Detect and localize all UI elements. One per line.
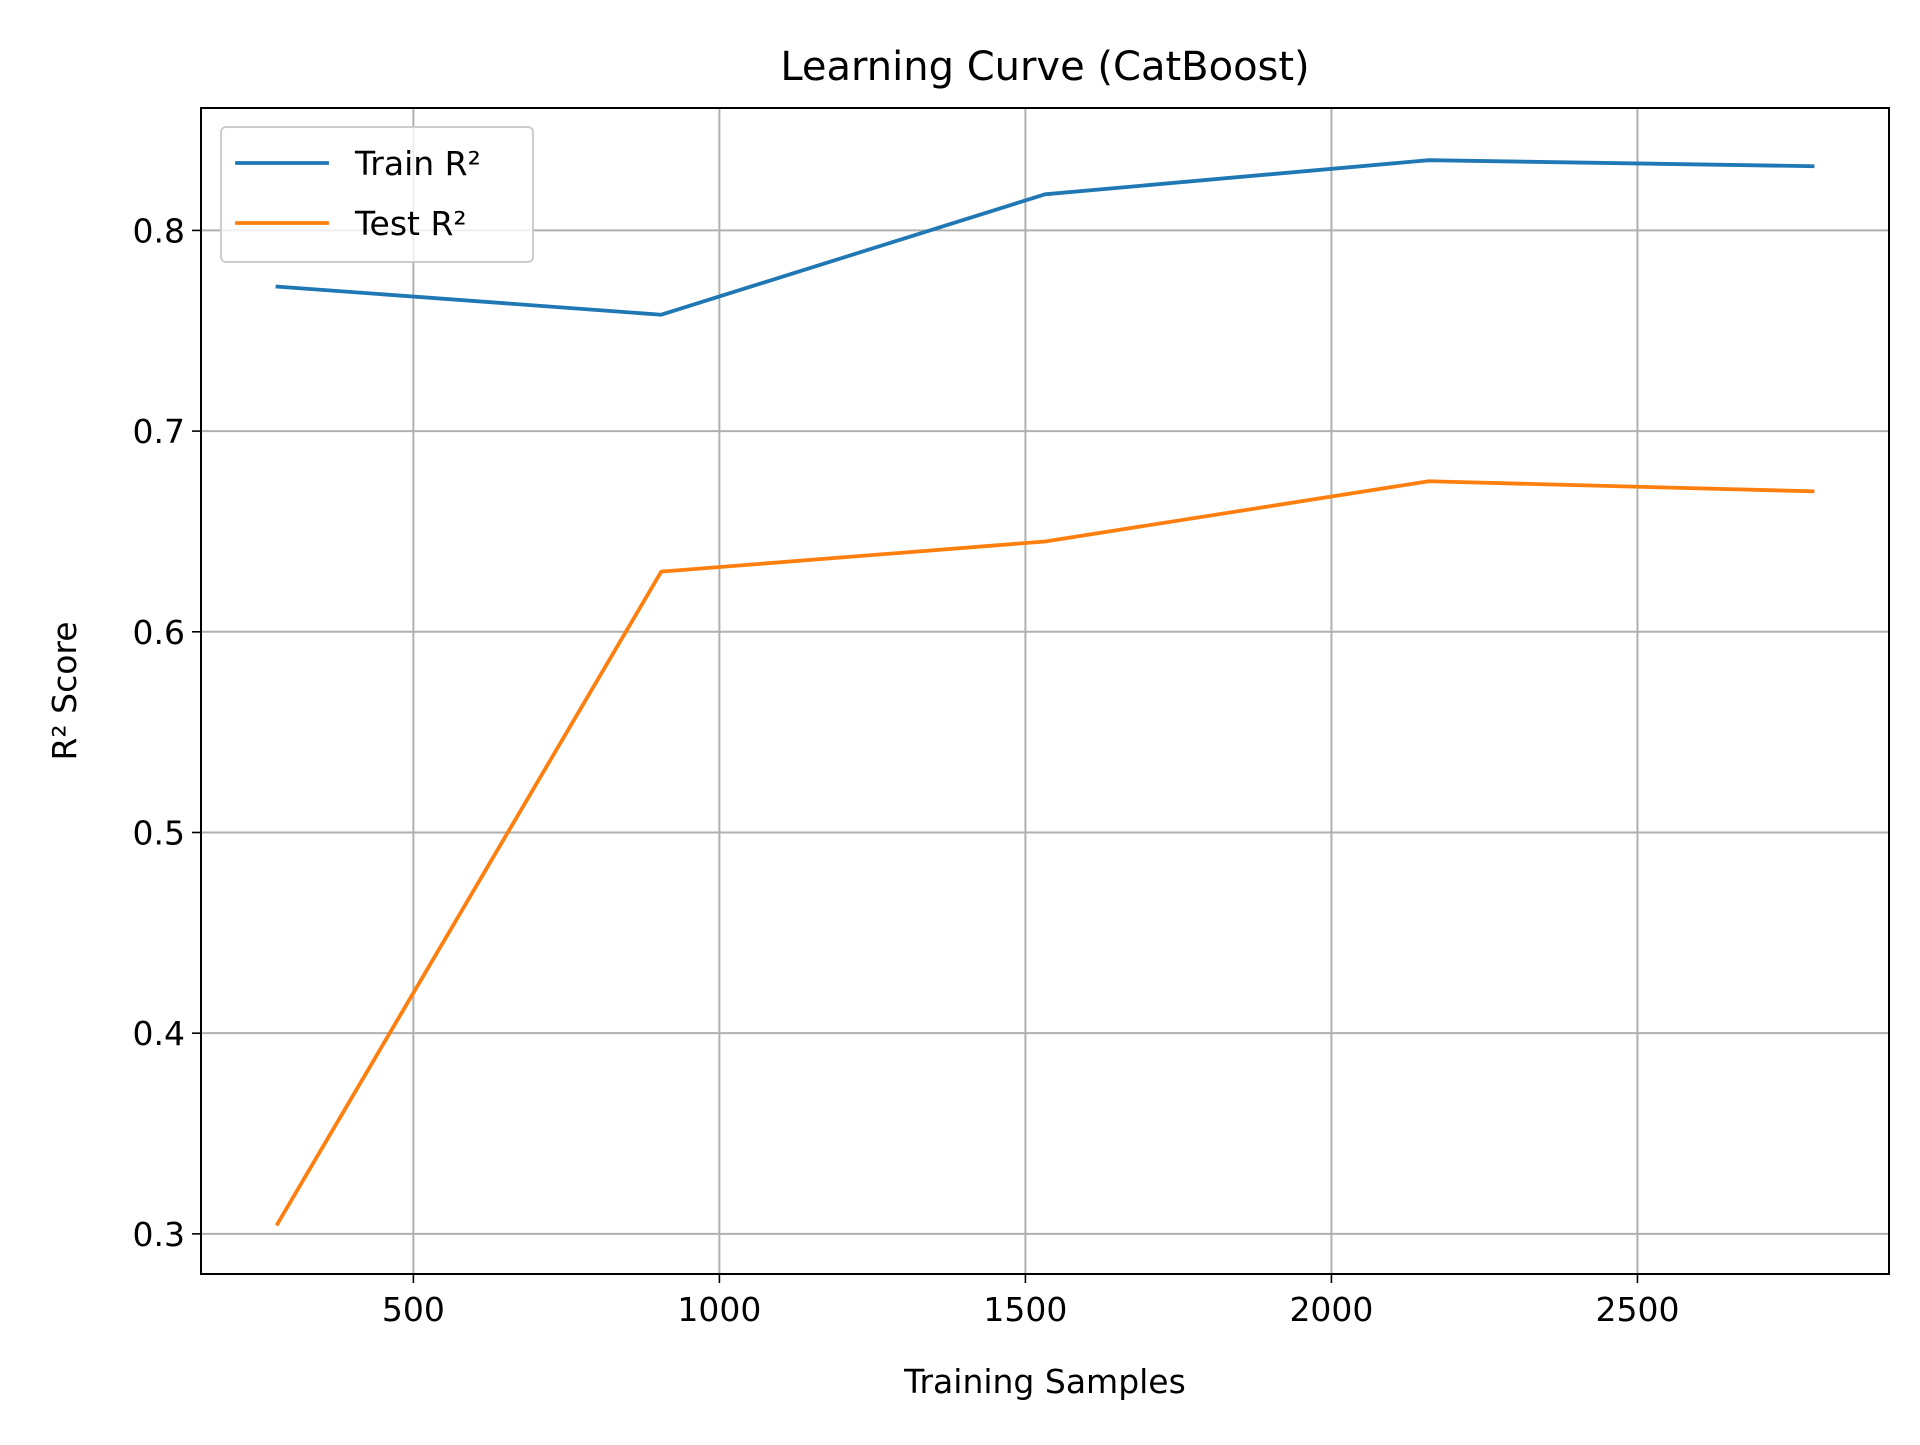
series-line-train xyxy=(275,158,1815,317)
data-series xyxy=(274,158,1815,1227)
legend: Train R² Test R² xyxy=(220,126,534,263)
y-tick-label: 0.6 xyxy=(133,613,185,652)
axis-ticks: 500 1000 1500 2000 2500 0.3 0.4 0.5 0.6 0.7 0.8 xyxy=(133,211,1680,1329)
y-tick-label: 0.4 xyxy=(133,1014,185,1053)
y-axis-label: R² Score xyxy=(45,621,84,760)
chart-title: Learning Curve (CatBoost) xyxy=(780,44,1309,90)
x-tick-label: 1000 xyxy=(677,1290,761,1329)
x-tick-label: 2500 xyxy=(1595,1290,1679,1329)
y-tick-label: 0.7 xyxy=(133,412,185,451)
x-axis-label: Training Samples xyxy=(903,1362,1186,1401)
legend-frame xyxy=(220,126,534,263)
grid-lines xyxy=(201,108,1889,1274)
plot-frame xyxy=(200,107,1890,1275)
legend-label-train: Train R² xyxy=(354,144,481,183)
x-tick-label: 2000 xyxy=(1289,1290,1373,1329)
legend-label-test: Test R² xyxy=(354,204,467,243)
y-tick-label: 0.5 xyxy=(133,813,185,852)
y-tick-label: 0.8 xyxy=(133,211,185,250)
x-tick-label: 500 xyxy=(382,1290,445,1329)
y-tick-label: 0.3 xyxy=(133,1215,185,1254)
series-line-test xyxy=(274,479,1815,1227)
x-tick-label: 1500 xyxy=(983,1290,1067,1329)
